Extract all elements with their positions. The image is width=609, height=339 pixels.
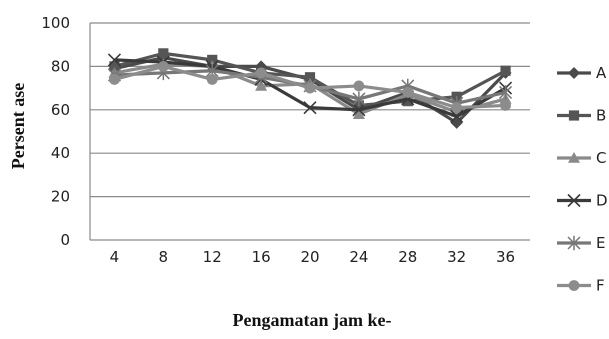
legend-item: D <box>557 192 608 210</box>
data-point <box>499 85 513 100</box>
legend-item: C <box>557 149 606 167</box>
data-point <box>107 53 122 67</box>
data-point <box>206 74 218 85</box>
legend-label: B <box>596 107 606 125</box>
legend-label: E <box>596 234 605 252</box>
legend-marker <box>568 280 580 291</box>
y-tick-label: 20 <box>51 188 70 206</box>
data-point <box>450 109 464 123</box>
data-point <box>303 101 317 115</box>
legend-item: E <box>557 234 605 252</box>
data-point <box>353 80 365 92</box>
x-tick-label: 28 <box>398 248 417 266</box>
legend-item: B <box>557 107 606 125</box>
legend-item: F <box>557 277 605 295</box>
x-tick-label: 4 <box>110 248 120 266</box>
data-point <box>352 108 365 119</box>
series-f <box>109 61 511 114</box>
legend-label: D <box>596 192 608 210</box>
data-point <box>451 102 463 114</box>
data-point <box>157 61 169 72</box>
data-point <box>109 74 120 85</box>
y-tick-label: 60 <box>51 101 70 119</box>
y-tick-label: 80 <box>51 57 70 75</box>
data-point <box>109 61 120 72</box>
legend-marker <box>568 152 580 163</box>
data-point <box>304 72 316 83</box>
legend-item: A <box>557 64 607 82</box>
data-point <box>207 54 218 65</box>
legend: A B C D E F <box>557 64 608 295</box>
data-point <box>500 100 511 111</box>
x-tick-label: 12 <box>203 248 222 266</box>
x-axis-ticks: 4 8 12 16 20 24 28 32 36 <box>110 248 515 266</box>
data-point <box>255 79 268 91</box>
data-point <box>304 82 316 94</box>
legend-marker <box>567 193 581 208</box>
legend-label: F <box>596 277 605 295</box>
data-point <box>402 87 414 98</box>
data-point <box>402 96 413 107</box>
x-axis-title: Pengamatan jam ke- <box>233 310 392 330</box>
data-point <box>352 91 366 107</box>
y-tick-label: 0 <box>60 231 70 249</box>
x-tick-label: 8 <box>159 248 169 266</box>
x-tick-label: 16 <box>252 248 271 266</box>
legend-marker <box>568 67 580 79</box>
legend-label: C <box>596 149 606 167</box>
y-axis-ticks: 0 20 40 60 80 100 <box>41 14 70 249</box>
y-tick-label: 40 <box>51 144 70 162</box>
y-tick-label: 100 <box>41 14 70 32</box>
y-axis-title: Persent ase <box>8 83 28 169</box>
x-tick-label: 32 <box>447 248 466 266</box>
data-point <box>352 103 366 117</box>
x-tick-label: 20 <box>300 248 319 266</box>
series-group <box>107 48 513 129</box>
data-point <box>158 48 169 59</box>
data-point <box>500 65 511 76</box>
x-tick-label: 36 <box>496 248 515 266</box>
legend-marker <box>567 235 581 251</box>
legend-marker <box>568 110 580 121</box>
legend-label: A <box>596 64 607 82</box>
data-point <box>255 67 267 79</box>
x-tick-label: 24 <box>349 248 368 266</box>
